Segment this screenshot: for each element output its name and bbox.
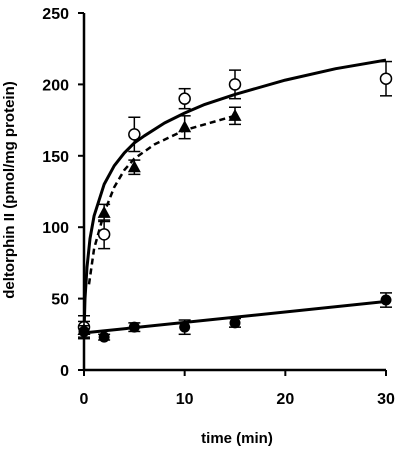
filled-triangle-point (178, 120, 192, 133)
x-tick-label: 10 (176, 391, 194, 408)
filled-circle-point (128, 321, 140, 333)
fit-lines (82, 58, 387, 335)
y-tick-label: 50 (51, 292, 69, 309)
x-tick-label: 30 (377, 391, 395, 408)
filled-triangle-point (97, 205, 111, 218)
filled-circle-point (380, 294, 392, 306)
filled-circle-point (229, 317, 241, 329)
filled-circle-point (179, 321, 191, 333)
filled-triangle-point (127, 160, 141, 173)
fit-line-series-2 (87, 114, 236, 285)
filled-circle-point (78, 325, 90, 337)
y-tick-label: 0 (60, 363, 69, 380)
open-circle-point (128, 128, 141, 141)
open-circle-point (178, 92, 191, 105)
x-axis-title: time (min) (201, 430, 273, 447)
fit-line-series-1 (82, 58, 387, 335)
open-circle-point (228, 78, 242, 91)
y-tick-label: 200 (42, 77, 69, 94)
y-tick-label: 150 (42, 149, 69, 166)
data-points (77, 60, 393, 343)
x-tick-label: 20 (276, 391, 294, 408)
y-tick-label: 250 (42, 6, 69, 23)
y-tick-label: 100 (42, 220, 69, 237)
filled-circle-point (98, 331, 110, 343)
filled-triangle-point (228, 108, 242, 121)
axes: 0 50 100 150 200 250 0 10 20 30 (42, 6, 395, 408)
y-axis-title: deltorphin II (pmol/mg protein) (1, 81, 18, 298)
open-circle-point (379, 72, 393, 85)
open-circle-point (97, 228, 111, 241)
x-tick-label: 0 (80, 391, 89, 408)
